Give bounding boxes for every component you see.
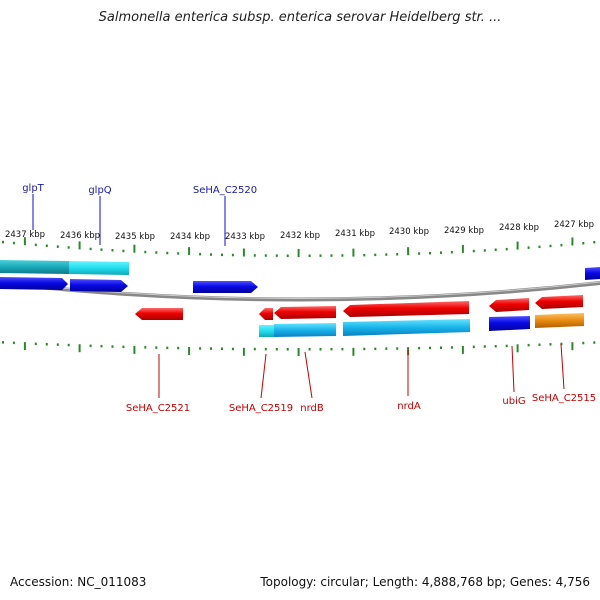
gene-pointer-SeHA_C2515 [560,343,565,390]
gene-SeHA_C2521-arrow[interactable] [135,308,183,320]
scale-label-2428: 2428 kbp [499,223,539,233]
scale-label-2436: 2436 kbp [60,231,100,241]
gene-label-glpT[interactable]: glpT [22,183,44,194]
accession-label: Accession: NC_011083 [10,575,147,589]
scale-label-2434: 2434 kbp [170,232,210,242]
gene-SeHA_C2519-track[interactable] [259,325,274,337]
scale-label-2429: 2429 kbp [444,226,484,236]
gene-ubiG-arrow[interactable] [489,298,529,312]
scale-label-2437: 2437 kbp [5,230,45,240]
bottom-scale-ticks [2,341,596,356]
gene-label-nrdB[interactable]: nrdB [300,403,324,414]
gene-glpT-arrow[interactable] [0,277,68,290]
scale-label-2435: 2435 kbp [115,232,155,242]
gene-label-SeHA_C2520[interactable]: SeHA_C2520 [193,185,257,196]
gene-label-ubiG[interactable]: ubiG [502,396,525,407]
gene-SeHA_C2515-arrow[interactable] [535,295,583,309]
gene-nrdB-track[interactable] [274,323,336,337]
gene-glpQ-arrow[interactable] [70,279,128,292]
topology-label: Topology: circular; Length: 4,888,768 bp… [260,575,590,589]
scale-label-2433: 2433 kbp [225,232,265,242]
gene-glpQ-cyan-track[interactable] [69,261,129,275]
scale-label-2427: 2427 kbp [554,220,594,230]
gene-pointer-ubiG [511,345,515,393]
gene-SeHA_C2515-track[interactable] [535,313,584,328]
gene-label-nrdA[interactable]: nrdA [397,401,421,412]
top-scale-ticks [2,237,596,257]
gene-nrdA-arrow[interactable] [343,301,469,317]
gene-pointer-nrdB [304,351,313,399]
map-title: Salmonella enterica subsp. enterica sero… [98,10,502,25]
gene-nrdA-track[interactable] [343,319,470,336]
gene-nrdB-arrow[interactable] [274,306,336,319]
scale-label-2431: 2431 kbp [335,229,375,239]
gene-glpT-cyan-track[interactable] [0,260,69,274]
scale-label-2430: 2430 kbp [389,227,429,237]
gene-label-SeHA_C2515[interactable]: SeHA_C2515 [532,393,596,404]
gene-pointer-SeHA_C2519 [260,353,267,399]
gene-SeHA_C2520-arrow[interactable] [193,281,258,293]
scale-label-2432: 2432 kbp [280,231,320,241]
gene-label-SeHA_C2519[interactable]: SeHA_C2519 [229,403,293,414]
gene-SeHA_C2519-arrow[interactable] [259,308,273,320]
gene-edge-right-arrow[interactable] [585,267,600,280]
gene-label-glpQ[interactable]: glpQ [88,185,111,196]
gene-ubiG-track[interactable] [489,316,530,331]
gene-label-SeHA_C2521[interactable]: SeHA_C2521 [126,403,190,414]
